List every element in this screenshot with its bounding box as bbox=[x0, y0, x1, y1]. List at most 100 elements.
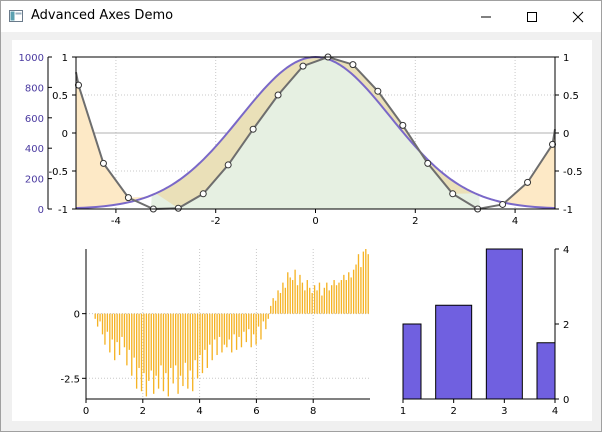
maximize-icon bbox=[527, 12, 537, 22]
plot2-bar bbox=[167, 313, 169, 397]
minimize-button[interactable] bbox=[463, 1, 509, 32]
plot1-secondary-tick-label: 600 bbox=[25, 114, 44, 125]
plot2-bar bbox=[267, 313, 269, 319]
plot2-bar bbox=[248, 313, 250, 330]
plot2-bar bbox=[172, 313, 174, 384]
plot2-x-tick-label: 8 bbox=[310, 406, 316, 417]
plot2-bar bbox=[360, 267, 362, 314]
plot3-y-tick-label: 0 bbox=[563, 395, 569, 406]
plot2-bar bbox=[296, 285, 299, 314]
plot1-marker bbox=[174, 204, 182, 212]
plot2-bar bbox=[323, 287, 326, 314]
maximize-button[interactable] bbox=[509, 1, 555, 32]
plot1-marker bbox=[424, 159, 432, 167]
plot2-bar bbox=[228, 313, 230, 340]
plot2-bar bbox=[328, 290, 330, 314]
plot2-bar bbox=[192, 313, 194, 392]
plot1-fill-left bbox=[76, 85, 148, 209]
plot2-bar bbox=[274, 300, 277, 314]
plot-canvas: -4 -2 0 2 4 -1 -0.5 0 0.5 1 -1 -0.5 0 0.5 1 0 200 400 600 8… bbox=[12, 40, 592, 421]
plot2-bar bbox=[352, 269, 355, 314]
plot2-bar bbox=[279, 292, 282, 314]
plot2-bar bbox=[321, 295, 323, 314]
plot2-x-tick-label: 4 bbox=[196, 406, 202, 417]
plot2-bar bbox=[355, 264, 357, 314]
plot2-y-tick-label: 0 bbox=[74, 310, 80, 321]
plot1-y-left-tick-label: 0 bbox=[62, 129, 68, 140]
plot2-bar bbox=[311, 292, 313, 314]
plot2-bar bbox=[291, 280, 294, 314]
plot2-bar bbox=[104, 313, 106, 345]
plot1-y-right-tick-label: -0.5 bbox=[563, 167, 583, 178]
plot2-bar bbox=[240, 313, 243, 348]
plot2-bar bbox=[126, 313, 128, 366]
plot2-bar bbox=[335, 285, 338, 314]
plot2-y-tick-label: -2.5 bbox=[60, 374, 80, 385]
plot2-bar bbox=[133, 313, 135, 358]
plot1-marker bbox=[499, 200, 507, 208]
plot2-bar bbox=[135, 313, 138, 389]
plot2-bar bbox=[301, 282, 304, 314]
plot2-bar bbox=[260, 313, 262, 340]
plot1-marker bbox=[299, 62, 307, 70]
plot2-bar bbox=[138, 313, 140, 368]
plot1-marker bbox=[124, 194, 132, 202]
plot2-bar bbox=[367, 254, 369, 314]
plot2-bar bbox=[96, 313, 99, 327]
plot2-bar bbox=[252, 313, 255, 335]
plot1-x-tick-label: -4 bbox=[111, 216, 121, 227]
plot2-bar bbox=[265, 313, 267, 330]
plot2-bar bbox=[109, 313, 111, 353]
plot1-marker bbox=[549, 140, 557, 148]
plot2-bar bbox=[157, 313, 160, 389]
plot1-marker bbox=[74, 81, 82, 89]
plot2-bar bbox=[365, 249, 367, 314]
plot2-x-tick-label: 0 bbox=[83, 406, 89, 417]
plot1-marker bbox=[249, 125, 257, 133]
plot3-x-tick-label: 3 bbox=[501, 406, 507, 417]
plot1-y-right-tick-label: -1 bbox=[563, 205, 573, 216]
plot2-bar bbox=[350, 277, 352, 314]
plot2-bar bbox=[238, 313, 240, 337]
plot2-bar bbox=[284, 287, 287, 314]
plot2-bar bbox=[309, 287, 311, 314]
close-button[interactable] bbox=[555, 1, 601, 32]
plot2-bar bbox=[94, 313, 96, 319]
plot2-bar bbox=[318, 282, 321, 314]
plot2-bar bbox=[209, 313, 211, 345]
plot2-bar bbox=[250, 313, 252, 348]
plot2-bar bbox=[216, 313, 218, 356]
plot1-y-right-tick-label: 0 bbox=[563, 129, 569, 140]
plot2-bar bbox=[304, 290, 306, 314]
plot2-bar bbox=[140, 313, 143, 392]
plot2-bar bbox=[165, 313, 167, 374]
plot1-y-right-tick-label: 0.5 bbox=[563, 91, 579, 102]
plot2-bar bbox=[226, 313, 228, 348]
plot2-bar bbox=[233, 313, 235, 335]
plot2-x-tick-label: 6 bbox=[253, 406, 259, 417]
plot2-bar bbox=[221, 313, 223, 353]
plot1-y-left-tick-label: 1 bbox=[62, 53, 68, 64]
plot2-bar bbox=[211, 313, 213, 361]
plot2-bar bbox=[223, 313, 226, 345]
plot2-bar bbox=[118, 313, 121, 356]
plot2-bar bbox=[333, 280, 335, 314]
plot3-y-tick-label: 2 bbox=[563, 320, 569, 331]
plot2-bar bbox=[330, 285, 333, 314]
plot2-bar bbox=[299, 274, 301, 314]
plot2-bar bbox=[218, 313, 221, 337]
plot2-bar bbox=[123, 313, 126, 348]
plot1-secondary-tick-label: 0 bbox=[38, 205, 44, 216]
plot2-bar bbox=[340, 280, 343, 314]
title-bar[interactable]: Advanced Axes Demo bbox=[1, 1, 601, 32]
plot3-x-tick-label: 1 bbox=[400, 406, 406, 417]
plot2-bar bbox=[313, 285, 316, 314]
plot1-fill-right bbox=[483, 129, 555, 209]
plot2-bar bbox=[243, 313, 245, 332]
plot1-marker bbox=[99, 159, 107, 167]
plot1-fill-band bbox=[155, 57, 476, 209]
plot2-bar bbox=[213, 313, 216, 340]
plot1-secondary-tick-label: 800 bbox=[25, 83, 44, 94]
plot1-marker bbox=[224, 161, 232, 169]
